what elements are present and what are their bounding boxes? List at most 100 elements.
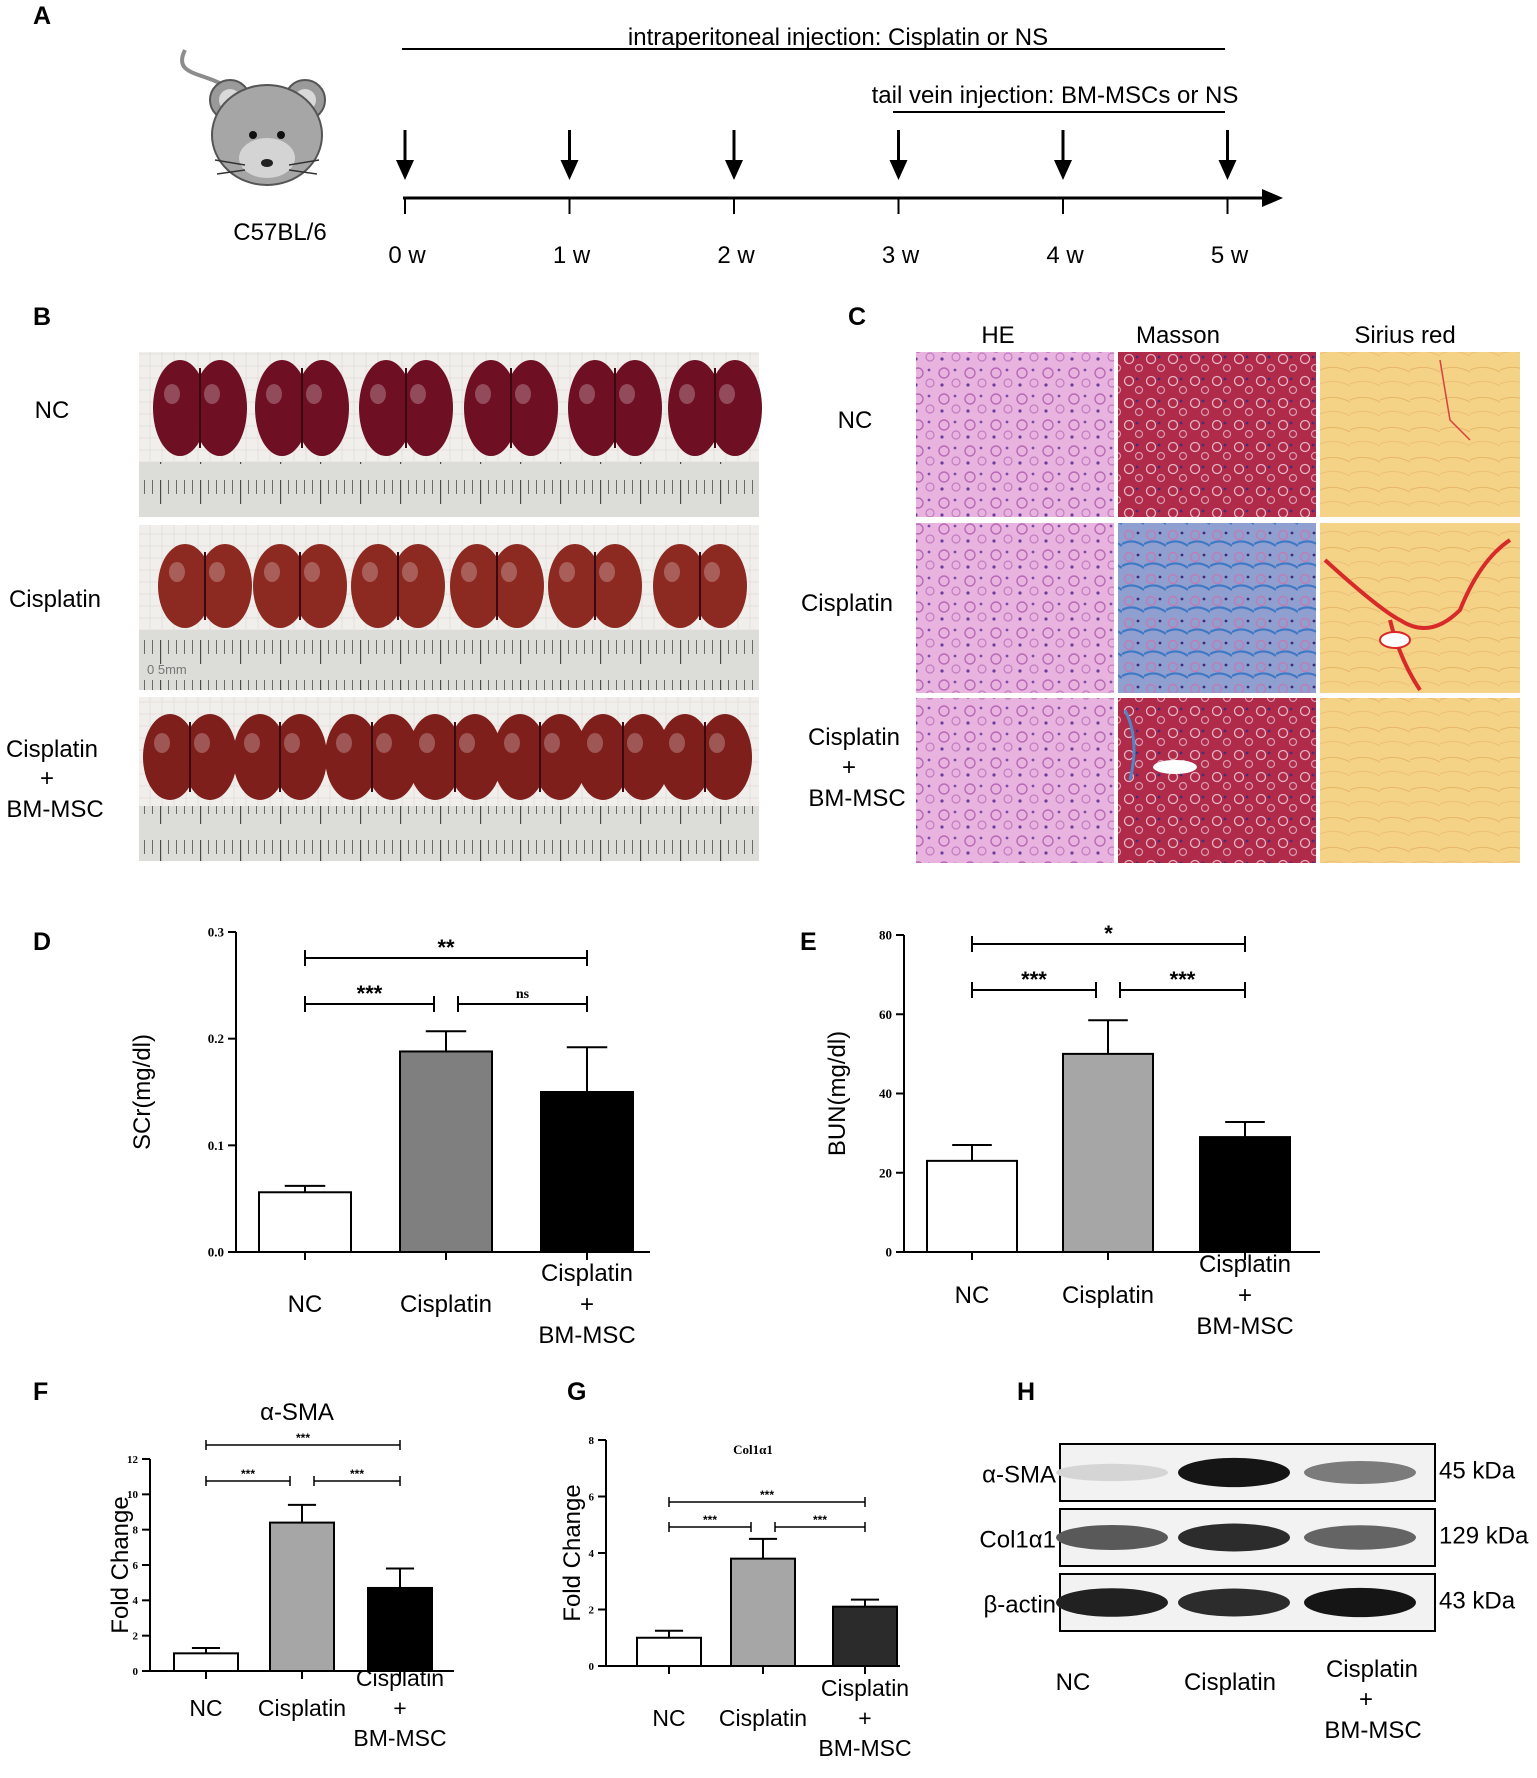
x-tick-label: BM-MSC [353, 1725, 446, 1751]
y-tick-label: 0.1 [208, 1138, 224, 1153]
significance-label: *** [357, 981, 383, 1006]
bar [258, 1191, 352, 1254]
kidney [493, 714, 587, 800]
kidney [255, 360, 349, 456]
panel-letter-d: D [33, 928, 51, 956]
y-tick-label: 0.2 [208, 1031, 224, 1046]
h-lane-label-bm-1: Cisplatin [1326, 1656, 1418, 1683]
down-arrow-icon [396, 130, 414, 180]
significance-label: *** [1170, 967, 1196, 992]
x-tick-label: Cisplatin [356, 1665, 444, 1691]
y-tick-label: 60 [879, 1007, 892, 1022]
kidney [351, 544, 445, 628]
significance-bracket: ns [457, 987, 588, 1012]
y-tick-label: 4 [589, 1548, 595, 1560]
blot-protein-label: Col1α1 [979, 1527, 1056, 1554]
chart-title: α-SMA [260, 1399, 334, 1426]
blot-band [1304, 1461, 1416, 1484]
x-tick-label: Cisplatin [1199, 1251, 1291, 1278]
kidney [158, 544, 252, 628]
kidney [143, 714, 237, 800]
panel-letter-b: B [33, 303, 51, 331]
c-row-label-bm-1: Cisplatin [808, 724, 900, 751]
down-arrow-icon [560, 130, 579, 180]
bar [832, 1605, 898, 1668]
blot-band [1178, 1588, 1290, 1617]
significance-bracket: ** [304, 935, 588, 966]
y-tick-label: 2 [589, 1604, 595, 1616]
kidney [253, 544, 347, 628]
histology-masson-cisplatin [1118, 523, 1316, 693]
blot-protein-label: β-actin [984, 1592, 1057, 1619]
week-label: 2 w [717, 242, 755, 269]
kidney [653, 544, 747, 628]
bar [399, 1050, 493, 1254]
blot-size-label: 129 kDa [1439, 1523, 1529, 1550]
significance-bracket: *** [668, 1513, 752, 1532]
kidney [359, 360, 453, 456]
timeline-arrowhead-icon [1262, 189, 1283, 207]
panel-g: G Col1α1 0 2 4 6 8 Fold Change NC Cisplatin Cispl… [559, 1378, 912, 1761]
histology-he-bm-msc [916, 698, 1114, 863]
week-label: 5 w [1211, 242, 1249, 269]
histology-masson-nc [1118, 352, 1316, 517]
kidney [233, 714, 327, 800]
bar [367, 1586, 433, 1673]
bar [269, 1521, 335, 1672]
b-row-label-nc: NC [35, 397, 70, 424]
ip-label: intraperitoneal injection: Cisplatin or … [628, 24, 1048, 51]
x-tick-label: NC [652, 1705, 685, 1731]
histology-he-nc [916, 352, 1114, 517]
y-tick-label: 6 [589, 1491, 595, 1503]
y-tick-label: 4 [133, 1595, 139, 1607]
kidney [548, 544, 642, 628]
stain-label-sirius: Sirius red [1354, 322, 1455, 349]
bar [730, 1557, 796, 1668]
down-arrow-icon [725, 130, 743, 180]
b-row-label-cisplatin: Cisplatin [9, 586, 101, 613]
week-label: 4 w [1046, 242, 1084, 269]
down-arrow-icon [1054, 130, 1072, 180]
kidney [325, 714, 419, 800]
kidney-photo-cisplatin: 0 5mm [139, 525, 759, 690]
c-row-label-bm-3: BM-MSC [808, 785, 905, 812]
x-tick-label: Cisplatin [719, 1705, 807, 1731]
chart-scr: 0.0 0.1 0.2 0.3 SCr(mg/dl) NC Cisplatin Cisplat… [129, 925, 650, 1349]
week-arrows: 0 w 1 w 2 w 3 w 4 w 5 w [388, 130, 1249, 269]
x-tick-label: NC [288, 1291, 323, 1318]
x-tick-label: + [580, 1291, 594, 1318]
x-tick-label: + [393, 1695, 406, 1721]
significance-label: ** [437, 935, 455, 960]
panel-letter-e: E [800, 928, 817, 956]
blot-row: β-actin 43 kDa [984, 1573, 1516, 1632]
y-tick-label: 6 [133, 1560, 139, 1572]
kidney [464, 360, 558, 456]
blot-protein-label: α-SMA [982, 1462, 1056, 1489]
histology-sirius-nc [1320, 352, 1520, 517]
b-row-label-bm-2: + [40, 765, 54, 792]
kidney [450, 544, 544, 628]
x-tick-label: Cisplatin [1062, 1282, 1154, 1309]
c-row-label-bm-2: + [842, 754, 856, 781]
kidney [658, 714, 752, 800]
chart-title: Col1α1 [733, 1442, 773, 1457]
panel-d: D 0.0 0.1 0.2 0.3 SCr(mg/dl) NC Cisplatin Cispl… [33, 925, 650, 1349]
y-tick-label: 0 [886, 1245, 893, 1260]
significance-label: *** [813, 1513, 827, 1527]
b-row-label-bm-1: Cisplatin [6, 736, 98, 763]
blot-band [1304, 1587, 1416, 1618]
blot-band [1056, 1463, 1168, 1482]
panel-letter-h: H [1017, 1378, 1035, 1406]
panel-letter-g: G [567, 1378, 586, 1406]
y-axis-label: SCr(mg/dl) [129, 1034, 156, 1150]
x-tick-label: Cisplatin [400, 1291, 492, 1318]
panel-letter-c: C [848, 303, 866, 331]
blot-band [1056, 1524, 1168, 1551]
bar [636, 1636, 702, 1667]
kidney [568, 360, 662, 456]
panel-b: B NC Cisplatin Cisplatin + BM-MSC 0 5mm [6, 303, 762, 861]
week-label: 0 w [388, 242, 426, 269]
panel-e: E 0 20 40 60 80 BUN(mg/dl) NC Cisplatin Cisplati… [800, 921, 1320, 1340]
